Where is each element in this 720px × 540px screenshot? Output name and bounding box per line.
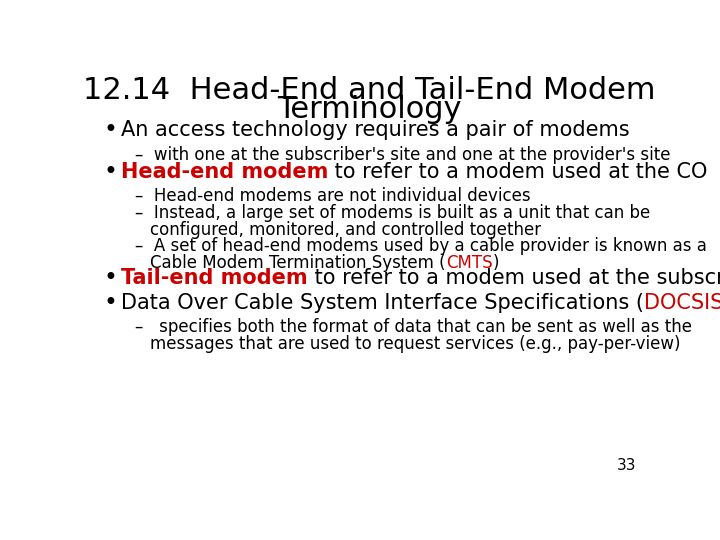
Text: configured, monitored, and controlled together: configured, monitored, and controlled to… [150, 221, 541, 239]
Text: to refer to a modem used at the subscriber: to refer to a modem used at the subscrib… [307, 268, 720, 288]
Text: 33: 33 [617, 458, 636, 473]
Text: ): ) [492, 254, 499, 272]
Text: CMTS: CMTS [446, 254, 492, 272]
Text: •: • [104, 160, 118, 184]
Text: •: • [104, 291, 118, 315]
Text: DOCSIS: DOCSIS [644, 293, 720, 313]
Text: 12.14  Head-End and Tail-End Modem: 12.14 Head-End and Tail-End Modem [83, 76, 655, 105]
Text: An access technology requires a pair of modems: An access technology requires a pair of … [121, 120, 629, 140]
Text: Tail-end modem: Tail-end modem [121, 268, 307, 288]
Text: Terminology: Terminology [276, 95, 462, 124]
Text: –  Head-end modems are not individual devices: – Head-end modems are not individual dev… [135, 187, 531, 206]
Text: •: • [104, 118, 118, 142]
Text: messages that are used to request services (e.g., pay-per-view): messages that are used to request servic… [150, 335, 681, 353]
Text: •: • [104, 266, 118, 290]
Text: –   specifies both the format of data that can be sent as well as the: – specifies both the format of data that… [135, 319, 692, 336]
Text: Head-end modem: Head-end modem [121, 162, 328, 182]
Text: Data Over Cable System Interface Specifications (: Data Over Cable System Interface Specifi… [121, 293, 644, 313]
Text: –  A set of head-end modems used by a cable provider is known as a: – A set of head-end modems used by a cab… [135, 237, 707, 255]
Text: –  with one at the subscriber's site and one at the provider's site: – with one at the subscriber's site and … [135, 146, 670, 164]
Text: to refer to a modem used at the CO: to refer to a modem used at the CO [328, 162, 708, 182]
Text: Cable Modem Termination System (: Cable Modem Termination System ( [150, 254, 446, 272]
Text: –  Instead, a large set of modems is built as a unit that can be: – Instead, a large set of modems is buil… [135, 205, 650, 222]
